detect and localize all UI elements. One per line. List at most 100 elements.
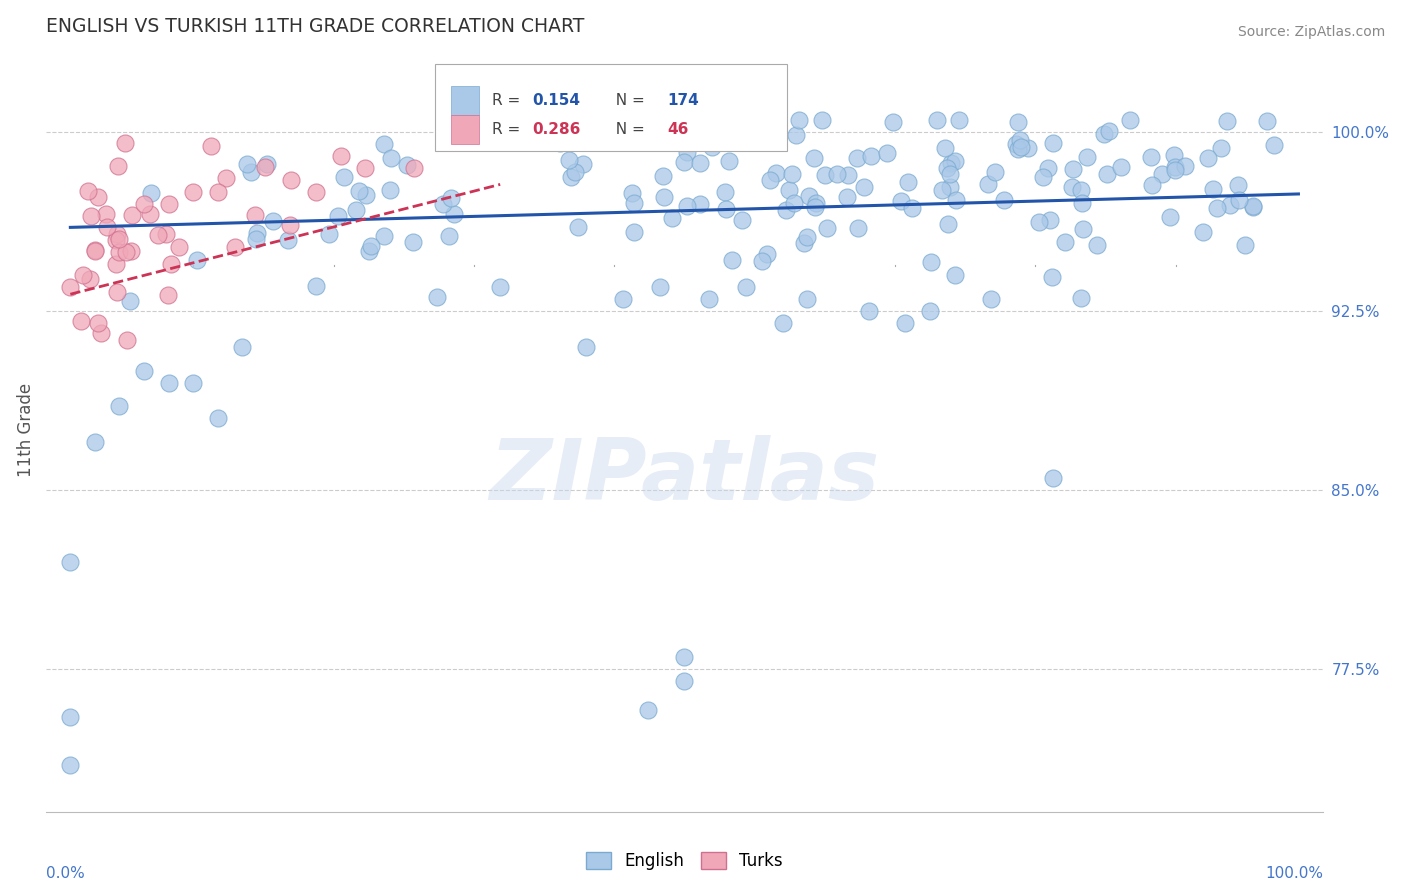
Point [1227,178,1250,192]
Point [1017,140,1039,154]
Point [1174,159,1197,173]
Point [87,316,110,330]
Point [894,316,917,330]
Point [1109,160,1132,174]
Point [1076,150,1098,164]
Point [939,156,962,170]
Point [1202,182,1225,196]
Point [90,326,112,340]
Point [775,203,797,218]
Point [155,227,177,242]
Point [564,165,586,179]
Point [1008,133,1031,147]
Text: 46: 46 [668,122,689,137]
Point [443,207,465,221]
Point [326,209,349,223]
Point [1087,237,1109,252]
Point [59,280,82,294]
Point [676,199,699,213]
Point [835,190,858,204]
Point [837,168,859,182]
Point [772,316,794,330]
Point [1229,193,1251,207]
Point [107,159,129,173]
Point [1092,127,1115,141]
Point [360,239,382,253]
Point [354,161,377,175]
Point [673,129,696,144]
Point [105,227,128,241]
Point [976,177,998,191]
Point [305,185,328,199]
Point [689,197,711,211]
Point [637,703,659,717]
Point [167,240,190,254]
Point [224,240,246,254]
Point [825,167,848,181]
Point [1150,167,1173,181]
Point [118,294,141,309]
Point [141,186,163,200]
Point [157,288,180,302]
Point [575,340,598,354]
Point [231,340,253,354]
Point [157,376,180,390]
Point [780,167,803,181]
Point [765,166,787,180]
Point [1119,112,1142,127]
Point [943,268,966,282]
Point [380,152,402,166]
Point [755,247,778,261]
Point [245,232,267,246]
Point [936,217,959,231]
Point [83,244,105,259]
Point [139,207,162,221]
Point [108,232,131,246]
Point [673,650,696,665]
Point [846,220,869,235]
Point [186,253,208,268]
Point [787,112,810,127]
Point [1070,291,1092,305]
Point [984,165,1007,179]
Point [207,411,229,425]
Point [104,256,127,270]
Point [1060,179,1083,194]
Point [783,196,806,211]
Point [845,151,868,165]
Point [858,304,880,318]
Point [927,112,949,127]
Text: N =: N = [606,122,650,137]
Point [1062,162,1084,177]
Point [347,184,370,198]
Point [1070,196,1092,211]
Point [676,145,699,159]
Point [814,168,837,182]
Point [897,176,920,190]
Point [609,127,631,141]
Point [114,136,136,150]
Point [859,149,882,163]
Point [714,185,737,199]
Point [396,157,419,171]
Point [560,169,582,184]
Point [207,185,229,199]
Point [235,157,257,171]
Text: 0.154: 0.154 [533,93,581,108]
Point [489,280,512,294]
Y-axis label: 11th Grade: 11th Grade [17,384,35,477]
Point [1197,151,1219,165]
Point [815,221,838,235]
Point [83,435,105,450]
Point [1215,113,1237,128]
Point [378,183,401,197]
Point [918,304,941,318]
Point [852,179,875,194]
Point [700,140,723,154]
Point [648,280,671,294]
Point [404,161,426,175]
Point [1164,160,1187,174]
Point [105,233,128,247]
Point [804,200,827,214]
Point [246,227,269,241]
